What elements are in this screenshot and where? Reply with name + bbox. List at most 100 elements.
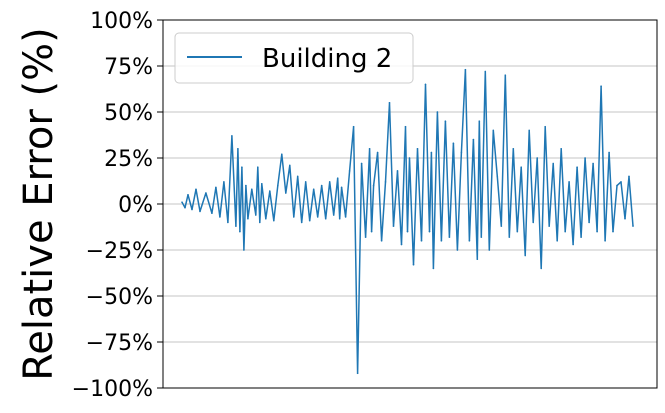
data-point (205, 192, 207, 194)
data-point (235, 225, 237, 227)
data-point (261, 183, 263, 185)
data-point (624, 217, 626, 220)
data-point (436, 111, 439, 113)
data-point (227, 221, 229, 224)
data-point (424, 83, 427, 86)
data-point (257, 166, 259, 168)
data-point (508, 236, 511, 238)
data-point (540, 267, 542, 270)
data-point (219, 216, 221, 218)
data-point (372, 184, 375, 187)
y-tick-label: −50% (86, 285, 153, 310)
data-point (620, 181, 622, 183)
series-layer (181, 68, 634, 375)
data-point (552, 162, 554, 165)
data-point (308, 219, 311, 222)
data-point (512, 148, 515, 150)
data-point (336, 177, 339, 179)
data-point (528, 129, 530, 132)
data-point (544, 125, 546, 128)
data-point (420, 240, 423, 242)
data-point (604, 240, 606, 242)
data-point (187, 194, 189, 196)
data-point (632, 225, 634, 227)
data-point (500, 225, 503, 227)
data-point (364, 236, 367, 238)
data-point (376, 151, 379, 154)
y-tick-label: 100% (90, 9, 153, 34)
data-point (452, 142, 455, 145)
data-point (247, 217, 249, 220)
data-point (360, 162, 363, 165)
data-point (480, 236, 483, 238)
data-point (400, 243, 403, 246)
data-point (596, 230, 598, 233)
data-point (243, 249, 245, 251)
data-point (492, 129, 495, 132)
data-point (464, 68, 467, 71)
data-point (388, 102, 391, 104)
data-point (548, 225, 550, 227)
data-point (332, 214, 335, 216)
data-point (612, 230, 614, 233)
data-point (289, 164, 291, 167)
data-point (520, 166, 522, 168)
legend: Building 2 (174, 32, 414, 84)
data-point (300, 221, 303, 224)
data-point (430, 151, 433, 154)
data-point (215, 186, 217, 189)
data-point (592, 162, 594, 165)
data-point (572, 243, 574, 246)
data-point (448, 236, 451, 238)
data-point (277, 184, 279, 187)
data-point (356, 372, 359, 375)
data-point (392, 225, 395, 227)
data-point (416, 148, 419, 150)
data-point (255, 214, 257, 216)
data-point (472, 138, 475, 141)
data-point (312, 188, 315, 191)
data-point (440, 240, 443, 242)
data-point (281, 153, 283, 156)
data-point (444, 120, 447, 122)
data-point (488, 249, 491, 251)
data-point (293, 216, 295, 218)
data-point (516, 230, 519, 233)
data-point (265, 217, 267, 220)
data-point (340, 186, 343, 189)
data-point (370, 230, 373, 233)
y-axis-ticks (157, 19, 163, 389)
data-point (536, 157, 538, 159)
data-point (231, 135, 233, 137)
y-tick-label: 25% (104, 147, 153, 172)
data-point (241, 166, 243, 168)
data-point (239, 230, 241, 233)
plot-frame (162, 19, 658, 389)
data-point (237, 148, 239, 150)
data-point (608, 151, 610, 154)
data-point (316, 216, 319, 218)
data-point (259, 221, 261, 224)
data-point (338, 217, 341, 220)
data-point (181, 201, 183, 203)
data-point (556, 240, 558, 242)
data-point (396, 170, 399, 172)
data-point (504, 74, 507, 76)
data-point (269, 190, 271, 192)
data-point (496, 175, 499, 178)
data-point (524, 254, 526, 257)
data-point (564, 230, 566, 233)
legend-box (174, 32, 414, 84)
data-point (304, 181, 307, 183)
legend-label: Building 2 (262, 44, 392, 74)
data-point (412, 263, 415, 266)
data-point (568, 181, 570, 183)
data-point (404, 125, 407, 128)
data-point (199, 210, 201, 213)
data-point (616, 184, 618, 187)
data-point (588, 221, 590, 224)
y-axis-tick-labels: −100% −75% −50% −25% 0% 25% 50% 75% 100% (72, 9, 153, 402)
data-point (368, 148, 371, 150)
data-point (251, 188, 253, 191)
data-point (245, 184, 247, 187)
